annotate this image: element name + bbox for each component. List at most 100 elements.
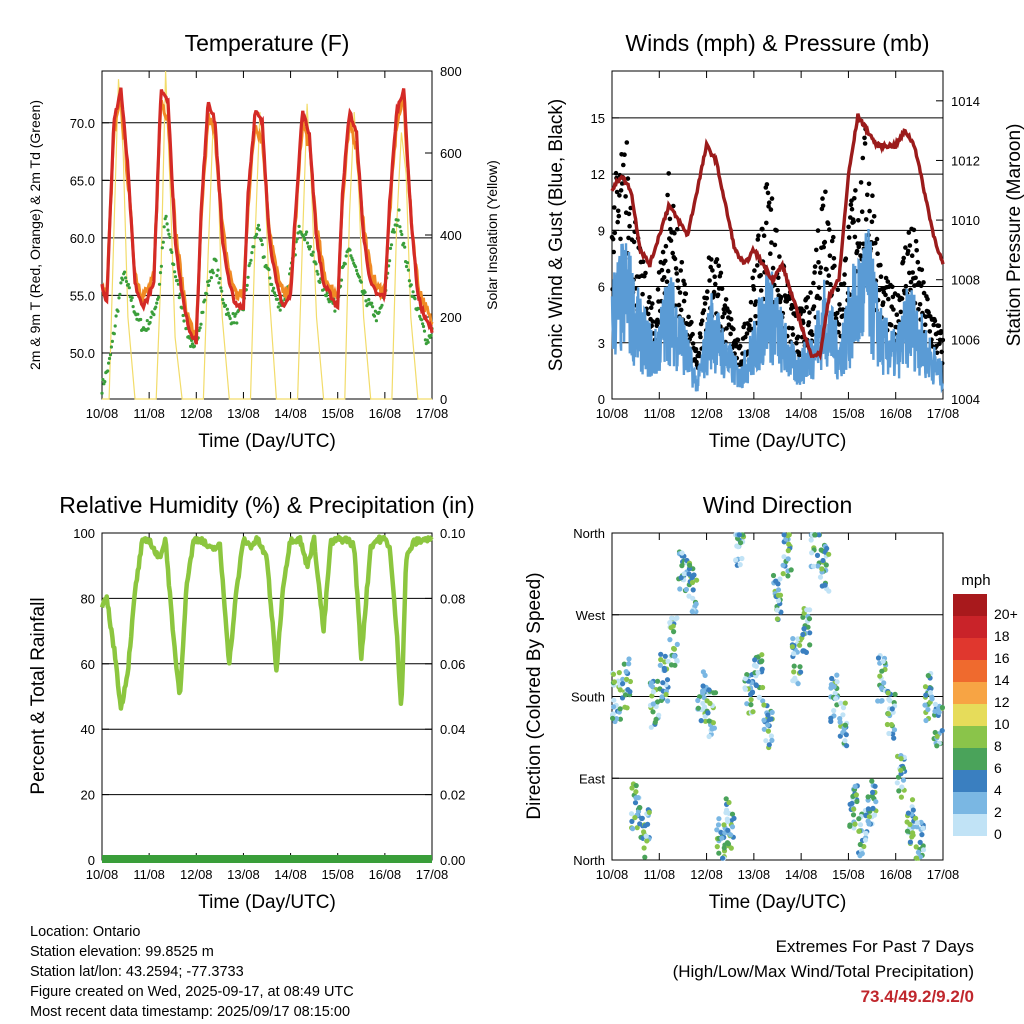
direction-point bbox=[765, 712, 771, 718]
dewpoint-point bbox=[344, 254, 348, 258]
gust-point bbox=[816, 285, 822, 290]
legend-swatch bbox=[953, 616, 987, 638]
dewpoint-point bbox=[377, 310, 381, 314]
direction-point bbox=[672, 616, 679, 622]
dewpoint-point bbox=[311, 250, 315, 254]
gust-point bbox=[766, 200, 772, 205]
direction-point bbox=[817, 574, 824, 580]
gust-point bbox=[871, 214, 877, 219]
gust-point bbox=[900, 259, 906, 265]
gust-point bbox=[626, 235, 631, 241]
gust-point bbox=[761, 233, 767, 238]
direction-point bbox=[907, 821, 913, 828]
gust-point bbox=[676, 302, 682, 308]
dewpoint-point bbox=[199, 322, 203, 326]
dewpoint-point bbox=[399, 229, 403, 233]
direction-point bbox=[617, 706, 623, 712]
dewpoint-point bbox=[117, 296, 121, 300]
direction-point bbox=[628, 811, 635, 817]
direction-point bbox=[923, 692, 929, 698]
direction-point bbox=[633, 789, 639, 795]
legend-swatch bbox=[953, 704, 987, 726]
direction-point bbox=[927, 690, 933, 696]
dewpoint-point bbox=[249, 258, 253, 262]
gust-point bbox=[718, 270, 724, 276]
direction-point bbox=[869, 778, 875, 784]
direction-point bbox=[909, 797, 916, 803]
y-tick-label: 20 bbox=[81, 788, 95, 803]
gust-point bbox=[922, 322, 928, 328]
direction-point bbox=[862, 837, 869, 843]
gust-point bbox=[831, 234, 836, 240]
direction-point bbox=[610, 711, 616, 717]
direction-point bbox=[788, 567, 794, 573]
direction-point bbox=[650, 701, 656, 707]
direction-point bbox=[761, 726, 767, 732]
direction-point bbox=[751, 662, 758, 668]
direction-point bbox=[795, 636, 801, 642]
direction-point bbox=[922, 684, 929, 690]
gust-point bbox=[618, 188, 624, 193]
extremes-title: Extremes For Past 7 Days bbox=[775, 937, 974, 956]
dewpoint-point bbox=[226, 311, 230, 315]
dewpoint-point bbox=[270, 282, 274, 287]
gust-point bbox=[806, 320, 812, 325]
direction-point bbox=[907, 839, 914, 845]
y-axis-label-left-winds: Sonic Wind & Gust (Blue, Black) bbox=[546, 99, 567, 371]
direction-point bbox=[888, 722, 895, 728]
gust-point bbox=[610, 236, 616, 242]
dewpoint-point bbox=[168, 235, 172, 239]
dewpoint-point bbox=[206, 283, 211, 287]
direction-point bbox=[744, 672, 750, 678]
gust-point bbox=[704, 295, 710, 301]
gust-point bbox=[665, 268, 671, 274]
y-tick-label: 80 bbox=[81, 591, 95, 606]
x-tick-label: 14/08 bbox=[785, 867, 818, 882]
x-tick-label: 12/08 bbox=[180, 867, 213, 882]
gust-point bbox=[878, 262, 883, 268]
gust-point bbox=[870, 193, 875, 198]
dewpoint-point bbox=[136, 312, 140, 316]
gust-point bbox=[921, 280, 926, 285]
gust-point bbox=[707, 278, 712, 283]
direction-point bbox=[781, 554, 787, 560]
y2-tick-label: 1008 bbox=[951, 273, 980, 288]
gust-point bbox=[790, 326, 795, 331]
dewpoint-point bbox=[149, 315, 153, 319]
direction-point bbox=[898, 756, 904, 762]
gust-point bbox=[815, 228, 821, 233]
gust-point bbox=[808, 290, 813, 295]
direction-point bbox=[815, 563, 821, 569]
direction-point bbox=[725, 827, 731, 833]
gust-point bbox=[712, 274, 717, 280]
gust-point bbox=[863, 217, 869, 222]
y-axis-label-right-winds: Station Pressure (Maroon) bbox=[1004, 124, 1024, 347]
y-tick-label: North bbox=[573, 853, 605, 868]
dewpoint-point bbox=[113, 324, 117, 328]
dewpoint-point bbox=[107, 356, 112, 361]
direction-point bbox=[623, 669, 629, 675]
gust-point bbox=[728, 331, 733, 337]
gust-point bbox=[853, 188, 858, 193]
gust-point bbox=[677, 290, 683, 295]
info-latest: Most recent data timestamp: 2025/09/17 0… bbox=[30, 1004, 351, 1020]
direction-point bbox=[624, 676, 630, 683]
direction-point bbox=[748, 697, 754, 703]
direction-point bbox=[683, 586, 690, 593]
gust-point bbox=[755, 263, 760, 268]
direction-point bbox=[890, 731, 896, 737]
direction-point bbox=[934, 743, 940, 749]
gust-point bbox=[841, 281, 847, 287]
gust-point bbox=[660, 249, 666, 255]
dewpoint-point bbox=[256, 223, 261, 227]
direction-point bbox=[671, 646, 678, 652]
direction-point bbox=[627, 689, 633, 695]
direction-point bbox=[913, 815, 919, 821]
x-tick-label: 10/08 bbox=[86, 867, 119, 882]
direction-point bbox=[661, 665, 667, 671]
direction-point bbox=[610, 715, 616, 721]
direction-point bbox=[617, 716, 624, 722]
dewpoint-point bbox=[146, 327, 150, 331]
direction-point bbox=[714, 827, 720, 833]
